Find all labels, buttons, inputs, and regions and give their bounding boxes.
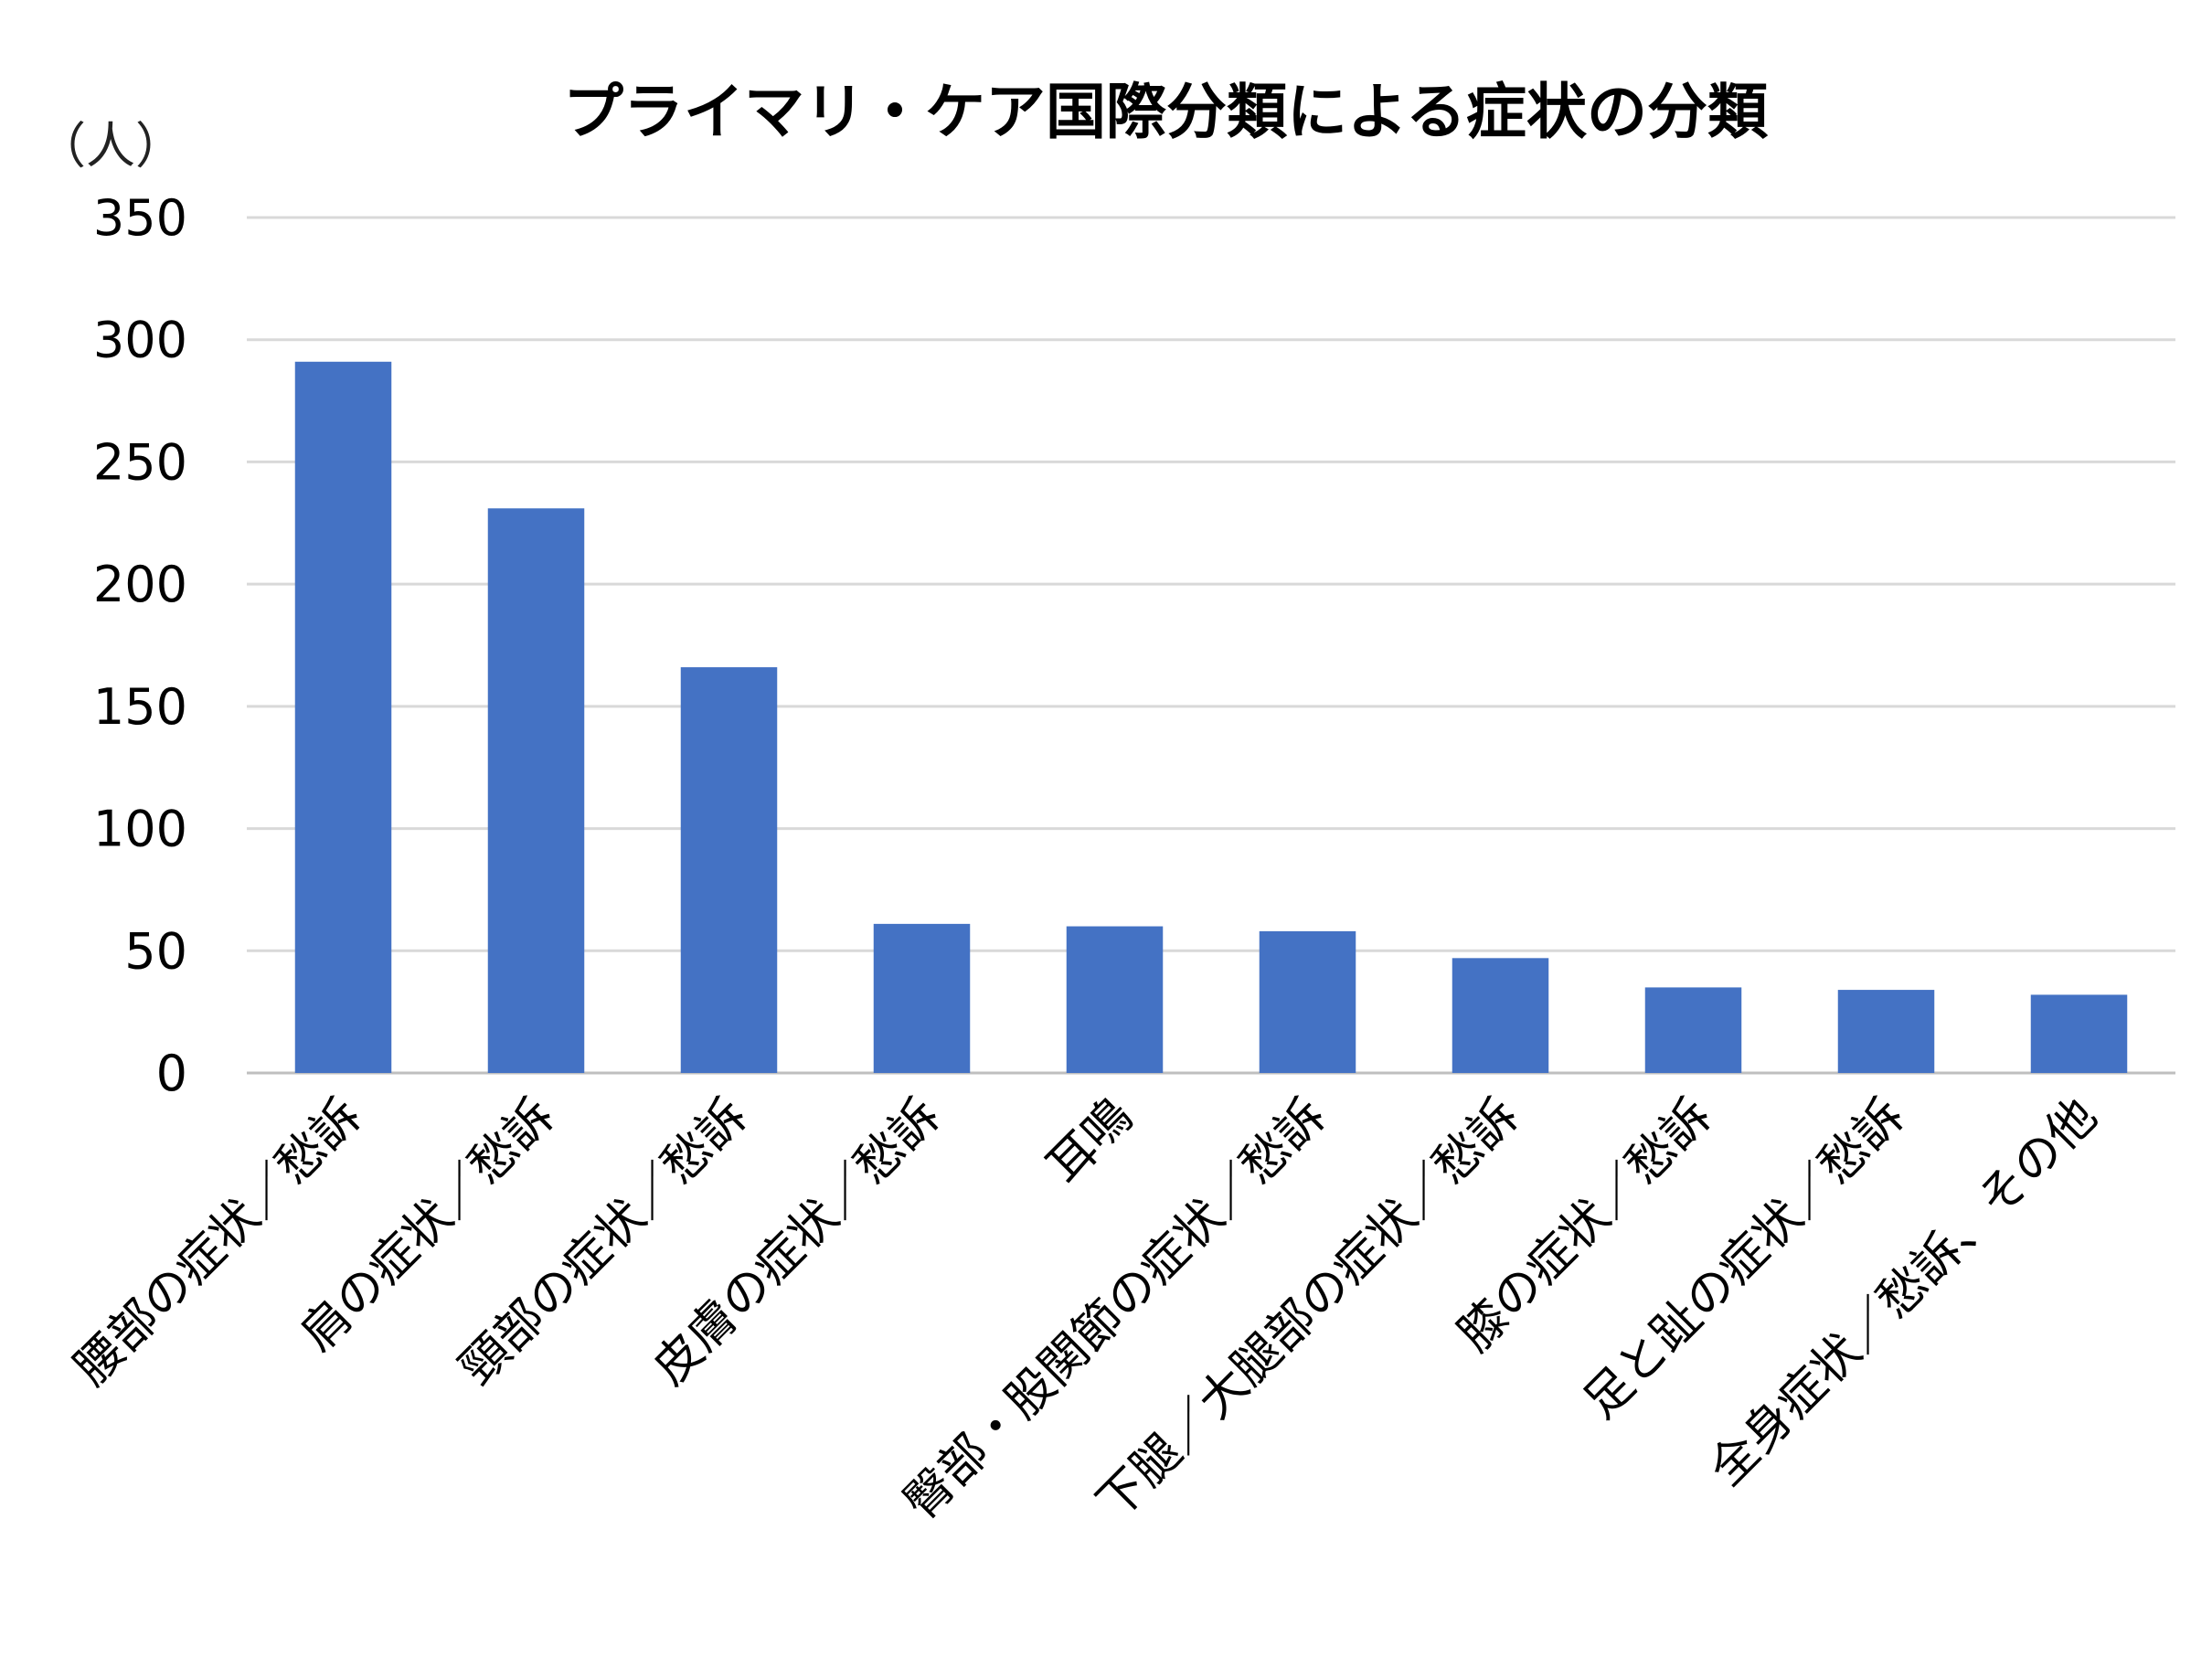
y-tick-label: 0 [156, 1045, 187, 1102]
bar [294, 361, 392, 1074]
x-category-label: 足と趾の症状／愁訴 [1573, 1089, 1914, 1429]
bar [1452, 958, 1549, 1073]
y-tick-label: 150 [93, 678, 187, 736]
bar [1644, 987, 1742, 1073]
bar [1259, 930, 1356, 1073]
y-tick-label: 200 [93, 556, 187, 613]
bar [487, 508, 585, 1073]
y-tick-label: 350 [93, 189, 187, 247]
bar [680, 667, 778, 1073]
y-tick-label: 50 [124, 922, 187, 980]
bar [1837, 990, 1935, 1073]
y-tick-label: 100 [93, 801, 187, 858]
y-axis-tick-labels: 0 50 100 150 200 250 300 350 [93, 189, 187, 1102]
bar [2030, 994, 2128, 1073]
x-category-label: 耳鳴 [1037, 1089, 1143, 1195]
y-axis-unit-label: （人） [37, 117, 185, 175]
y-tick-label: 250 [93, 433, 187, 491]
y-tick-label: 300 [93, 312, 187, 369]
bars [294, 361, 2128, 1074]
bar [1066, 926, 1164, 1073]
bar [873, 923, 971, 1073]
chart-title: プライマリ・ケア国際分類による症状の分類 [563, 77, 1769, 147]
x-category-label: 全身症状／愁訴、その他 [1699, 1089, 2108, 1497]
